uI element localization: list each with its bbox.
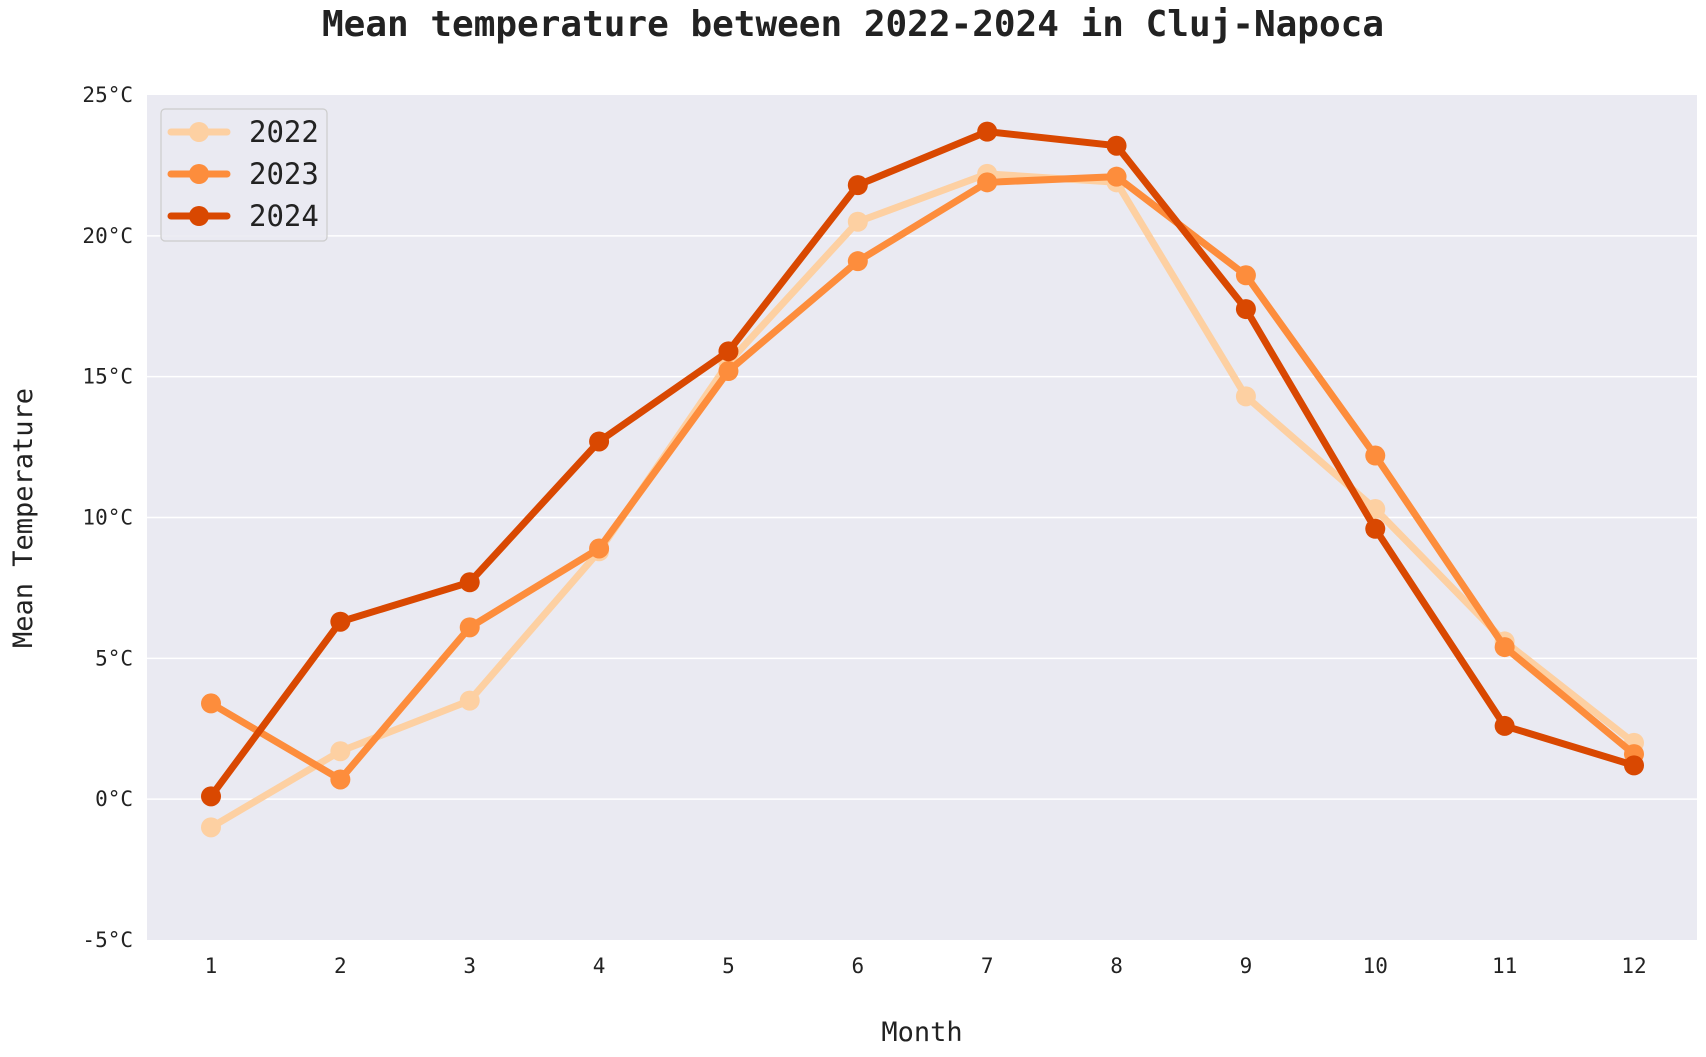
series-line	[207, 128, 1638, 800]
data-point	[847, 175, 868, 196]
x-tick-label: 5	[722, 954, 735, 978]
x-tick-label: 8	[1110, 954, 1123, 978]
x-tick-label: 6	[851, 954, 864, 978]
data-point	[718, 341, 739, 362]
legend-marker	[189, 164, 209, 184]
x-tick-label: 12	[1621, 954, 1646, 978]
data-point	[330, 769, 351, 790]
data-point	[330, 611, 351, 632]
x-tick-label: 11	[1492, 954, 1517, 978]
data-point	[1365, 445, 1386, 466]
series-lines	[201, 121, 1644, 838]
legend: 2022 2023 2024	[160, 108, 328, 242]
y-axis-ticks: -5°C 0°C 5°C 10°C 15°C 20°C 25°C	[82, 83, 133, 952]
x-axis-ticks: 1 2 3 4 5 6 7 8 9 10 11 12	[205, 954, 1647, 978]
data-point	[201, 786, 221, 807]
data-point	[589, 538, 610, 559]
data-point	[847, 211, 868, 232]
data-point	[459, 572, 480, 593]
legend-marker	[189, 206, 209, 226]
data-point	[589, 431, 610, 452]
x-axis-label: Month	[881, 1017, 962, 1048]
series-2023	[201, 166, 1644, 790]
chart-title: Mean temperature between 2022-2024 in Cl…	[321, 4, 1385, 45]
x-tick-label: 10	[1363, 954, 1388, 978]
data-point	[1494, 637, 1515, 658]
x-tick-label: 1	[205, 954, 218, 978]
series-line	[207, 170, 1638, 831]
data-point	[201, 693, 221, 714]
series-line	[207, 173, 1638, 783]
y-tick-label: 25°C	[82, 83, 133, 107]
y-tick-label: 15°C	[82, 365, 133, 389]
y-tick-label: 10°C	[82, 506, 133, 530]
data-point	[1235, 299, 1256, 320]
data-point	[1494, 715, 1515, 736]
x-tick-label: 4	[593, 954, 606, 978]
data-point	[977, 121, 998, 142]
data-point	[459, 617, 480, 638]
y-tick-label: 20°C	[82, 224, 133, 248]
data-point	[459, 690, 480, 711]
data-point	[1235, 386, 1256, 407]
data-point	[1235, 265, 1256, 286]
data-point	[1365, 518, 1386, 539]
legend-marker	[189, 122, 209, 142]
y-tick-label: -5°C	[82, 928, 133, 952]
data-point	[1624, 755, 1644, 776]
y-axis-label: Mean Temperature	[8, 388, 39, 648]
legend-label: 2023	[249, 157, 319, 191]
legend-label: 2024	[249, 199, 319, 233]
grid-lines	[147, 235, 1697, 800]
series-2024	[201, 121, 1644, 807]
x-tick-label: 7	[981, 954, 994, 978]
x-tick-label: 2	[334, 954, 347, 978]
y-tick-label: 5°C	[95, 646, 133, 670]
data-point	[847, 251, 868, 272]
data-point	[1106, 166, 1127, 187]
legend-label: 2022	[249, 115, 319, 149]
y-tick-label: 0°C	[95, 787, 133, 811]
data-point	[718, 361, 739, 382]
data-point	[201, 817, 221, 838]
data-point	[330, 741, 351, 762]
data-point	[1106, 135, 1127, 156]
data-point	[977, 172, 998, 193]
x-tick-label: 3	[463, 954, 476, 978]
x-tick-label: 9	[1240, 954, 1253, 978]
